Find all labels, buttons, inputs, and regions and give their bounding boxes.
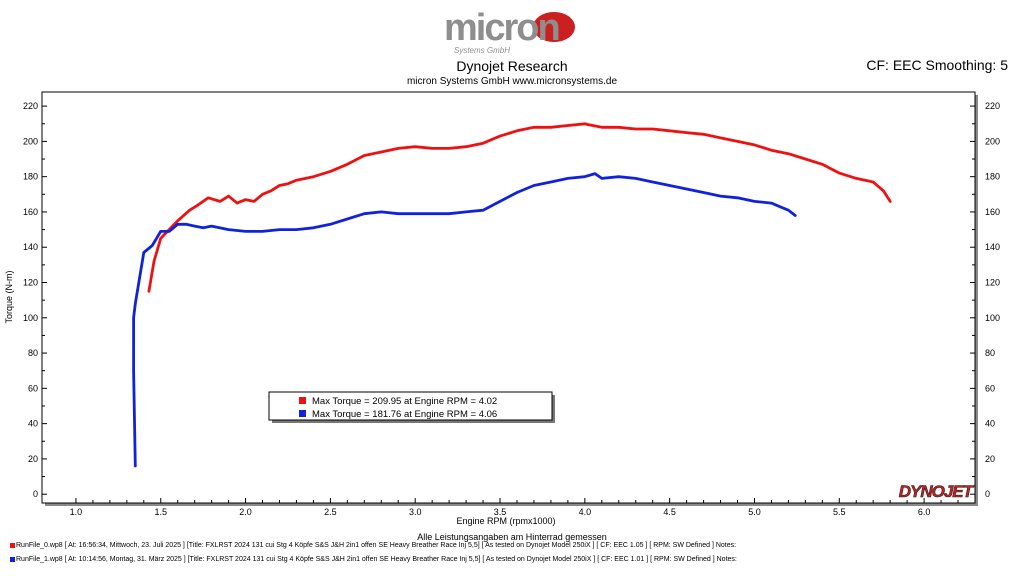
y-tick-label-left: 80 bbox=[28, 348, 38, 358]
y-tick-label-right: 140 bbox=[985, 242, 1000, 252]
y-tick-label-right: 60 bbox=[985, 383, 995, 393]
series-line-0 bbox=[147, 122, 892, 293]
y-tick-label-left: 100 bbox=[23, 313, 38, 323]
legend-swatch-0 bbox=[299, 397, 306, 404]
y-axis-label: Torque (N-m) bbox=[4, 270, 14, 323]
x-tick-label: 6.0 bbox=[918, 507, 931, 517]
cf-smoothing-label: CF: EEC Smoothing: 5 bbox=[866, 57, 1008, 73]
run-0-color-marker bbox=[10, 542, 15, 548]
run-1-text: RunFile_1.wp8 [ At: 10:14:56, Montag, 31… bbox=[16, 556, 737, 563]
footnote: Alle Leistungsangaben am Hinterrad gemes… bbox=[417, 532, 607, 542]
y-tick-label-left: 40 bbox=[28, 419, 38, 429]
run-1-color-marker bbox=[10, 556, 15, 562]
y-tick-label-left: 200 bbox=[23, 136, 38, 146]
y-tick-label-right: 40 bbox=[985, 419, 995, 429]
y-tick-label-left: 0 bbox=[33, 489, 38, 499]
legend-swatch-1 bbox=[299, 410, 306, 417]
y-tick-label-right: 200 bbox=[985, 136, 1000, 146]
y-tick-label-right: 120 bbox=[985, 278, 1000, 288]
micron-logo: micron Systems GmbH bbox=[440, 7, 590, 56]
y-tick-label-left: 20 bbox=[28, 454, 38, 464]
x-tick-label: 4.0 bbox=[579, 507, 592, 517]
x-tick-label: 2.0 bbox=[239, 507, 252, 517]
y-tick-label-left: 180 bbox=[23, 172, 38, 182]
x-tick-label: 5.0 bbox=[748, 507, 761, 517]
legend-entry-1: Max Torque = 181.76 at Engine RPM = 4.06 bbox=[312, 409, 497, 420]
y-tick-label-right: 100 bbox=[985, 313, 1000, 323]
chart-subtitle: micron Systems GmbH www.micronsystems.de bbox=[406, 76, 618, 87]
logo-text: micron bbox=[444, 8, 559, 49]
run-file-0-info: RunFile_0.wp8 [ At: 16:56:34, Mittwoch, … bbox=[10, 542, 736, 549]
run-file-1-info: RunFile_1.wp8 [ At: 10:14:56, Montag, 31… bbox=[10, 556, 737, 563]
legend-box bbox=[268, 391, 553, 421]
y-tick-label-left: 220 bbox=[23, 101, 38, 111]
run-0-text: RunFile_0.wp8 [ At: 16:56:34, Mittwoch, … bbox=[16, 542, 737, 549]
y-tick-label-right: 220 bbox=[985, 101, 1000, 111]
x-tick-label: 3.5 bbox=[494, 507, 507, 517]
x-tick-label: 1.0 bbox=[70, 507, 83, 517]
y-tick-label-left: 60 bbox=[28, 383, 38, 393]
y-tick-label-right: 160 bbox=[985, 207, 1000, 217]
y-tick-label-left: 120 bbox=[23, 278, 38, 288]
series-line-1 bbox=[132, 172, 797, 468]
y-tick-label-right: 20 bbox=[985, 454, 995, 464]
x-tick-label: 5.5 bbox=[833, 507, 846, 517]
y-tick-label-left: 160 bbox=[23, 207, 38, 217]
x-axis-label: Engine RPM (rpmx1000) bbox=[456, 516, 555, 526]
dynojet-watermark: DYNOJET bbox=[899, 482, 975, 501]
chart-title: Dynojet Research bbox=[456, 58, 568, 74]
plot-frame bbox=[41, 91, 976, 504]
y-tick-label-right: 80 bbox=[985, 348, 995, 358]
y-tick-label-left: 140 bbox=[23, 242, 38, 252]
x-tick-label: 1.5 bbox=[154, 507, 167, 517]
x-tick-label: 2.5 bbox=[324, 507, 337, 517]
legend-entry-0: Max Torque = 209.95 at Engine RPM = 4.02 bbox=[312, 396, 497, 407]
y-tick-label-right: 0 bbox=[985, 489, 990, 499]
x-tick-label: 4.5 bbox=[663, 507, 676, 517]
x-tick-label: 3.0 bbox=[409, 507, 422, 517]
y-tick-label-right: 180 bbox=[985, 172, 1000, 182]
logo-subtext: Systems GmbH bbox=[454, 46, 510, 55]
